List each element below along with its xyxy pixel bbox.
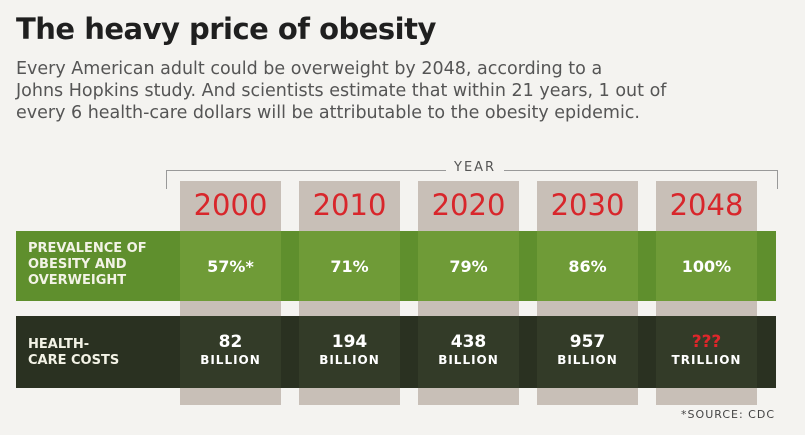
- costs-cell-bg: [299, 316, 400, 388]
- cost-unit: TRILLION: [671, 353, 742, 367]
- row-label-line: OBESITY AND: [28, 257, 127, 272]
- cost-unit: BILLION: [438, 353, 499, 367]
- row-label-line: PREVALENCE OF: [28, 241, 147, 256]
- prevalence-value: 86%: [568, 257, 607, 276]
- prevalence-cell-bg: [537, 231, 638, 301]
- chart-subtitle: Every American adult could be overweight…: [16, 58, 786, 124]
- cost-unit: BILLION: [319, 353, 380, 367]
- cost-unit: BILLION: [200, 353, 261, 367]
- costs-row-label: HEALTH- CARE COSTS: [28, 337, 178, 369]
- year-label: 2010: [312, 188, 387, 222]
- row-label-line: HEALTH-: [28, 337, 90, 352]
- prevalence-cell-bg: [656, 231, 757, 301]
- costs-cell-bg: [418, 316, 519, 388]
- cost-value: 957: [569, 332, 606, 352]
- prevalence-cell-bg: [418, 231, 519, 301]
- year-header: YEAR: [446, 160, 505, 175]
- subtitle-line: every 6 health-care dollars will be attr…: [16, 103, 640, 123]
- row-label-line: OVERWEIGHT: [28, 273, 127, 288]
- prevalence-value: 100%: [681, 257, 732, 276]
- prevalence-value: 57%*: [207, 257, 254, 276]
- cost-value: ???: [691, 332, 722, 352]
- prevalence-value: 79%: [449, 257, 488, 276]
- chart-title: The heavy price of obesity: [16, 12, 436, 46]
- year-label: 2030: [550, 188, 625, 222]
- costs-cell-bg: [180, 316, 281, 388]
- year-label: 2048: [669, 188, 744, 222]
- source-note: *SOURCE: CDC: [681, 408, 775, 421]
- year-label: 2000: [193, 188, 268, 222]
- year-label: 2020: [431, 188, 506, 222]
- costs-cell-bg: [656, 316, 757, 388]
- prevalence-value: 71%: [330, 257, 369, 276]
- subtitle-line: Every American adult could be overweight…: [16, 59, 603, 79]
- prevalence-cell-bg: [299, 231, 400, 301]
- prevalence-row-label: PREVALENCE OF OBESITY AND OVERWEIGHT: [28, 241, 178, 289]
- prevalence-cell-bg: [180, 231, 281, 301]
- costs-cell-bg: [537, 316, 638, 388]
- cost-unit: BILLION: [557, 353, 618, 367]
- cost-value: 82: [218, 332, 243, 352]
- subtitle-line: Johns Hopkins study. And scientists esti…: [16, 81, 667, 101]
- cost-value: 438: [450, 332, 487, 352]
- row-label-line: CARE COSTS: [28, 353, 120, 368]
- cost-value: 194: [331, 332, 368, 352]
